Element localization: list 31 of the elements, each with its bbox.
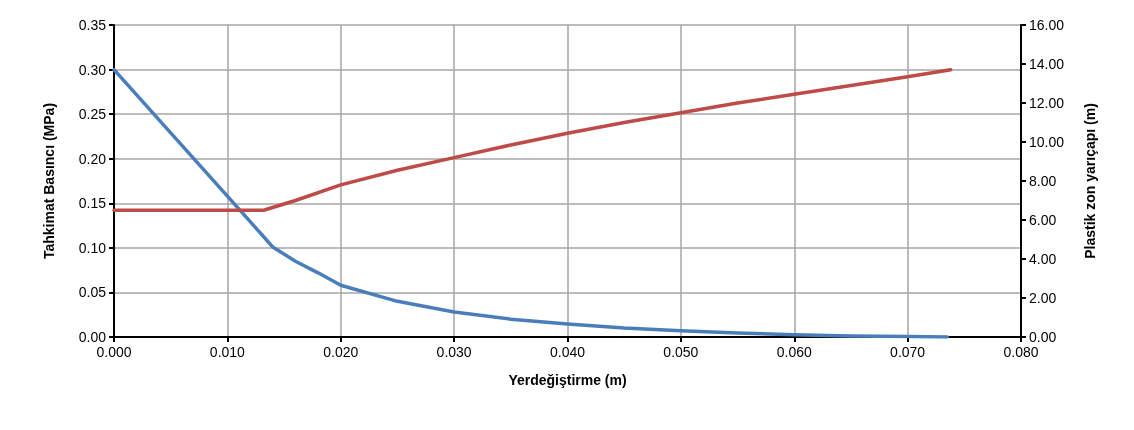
y2-tick-label: 2.00 [1029, 290, 1057, 306]
y-tick-label: 0.35 [78, 17, 107, 33]
y2-tick-label: 4.00 [1029, 251, 1057, 267]
y-tick-label: 0.00 [78, 329, 107, 345]
x-tick-label: 0.010 [209, 344, 246, 360]
x-tick-label: 0.050 [663, 344, 699, 360]
y2-tick-label: 12.00 [1029, 95, 1065, 111]
y-axis-title: Tahkimat Basıncı (MPa) [41, 102, 57, 260]
y2-tick-label: 16.00 [1029, 17, 1065, 33]
x-tick-label: 0.070 [890, 344, 926, 360]
x-tick-label: 0.040 [549, 344, 586, 360]
y-tick-label: 0.15 [78, 195, 107, 212]
y-tick-label: 0.10 [78, 239, 107, 256]
line-series [112, 67, 950, 339]
x-tick-label: 0.000 [96, 344, 132, 360]
y2-axis-title: Plastik zon yarıçapı (m) [1082, 103, 1098, 259]
y2-tick-label: 14.00 [1029, 56, 1065, 72]
x-tick-label: 0.020 [323, 344, 359, 360]
y2-tick-label: 0.00 [1029, 329, 1057, 345]
x-tick-label: 0.030 [436, 344, 472, 360]
y-tick-label: 0.25 [78, 106, 107, 123]
y-tick-label: 0.20 [78, 150, 107, 167]
y-tick-label: 0.05 [78, 284, 107, 301]
line-series [112, 68, 953, 212]
y2-tick-label: 10.00 [1029, 134, 1065, 150]
x-tick-label: 0.060 [776, 344, 812, 360]
y-tick-label: 0.30 [78, 61, 107, 78]
y2-tick-label: 6.00 [1029, 212, 1057, 228]
x-axis-title: Yerdeğiştirme (m) [508, 372, 627, 388]
x-tick-label: 0.080 [1003, 344, 1039, 360]
y2-tick-label: 8.00 [1029, 173, 1057, 189]
